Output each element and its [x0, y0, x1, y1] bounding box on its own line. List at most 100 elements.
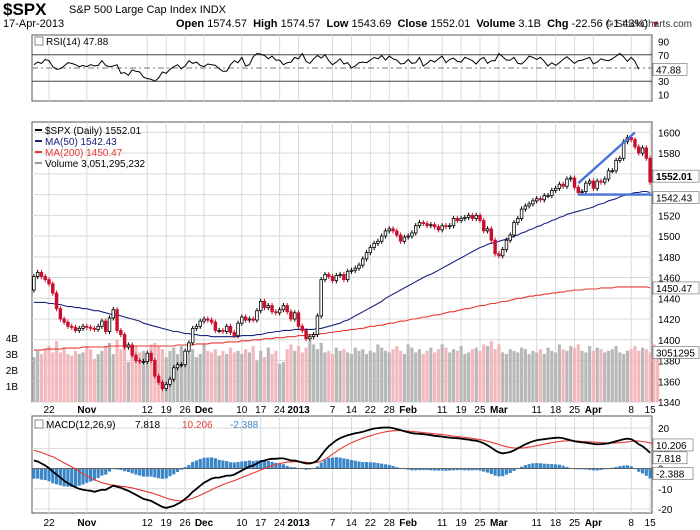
candle-body	[179, 364, 184, 367]
macd-histogram-bar	[334, 457, 338, 469]
macd-histogram-bar	[444, 468, 448, 471]
candle-body	[43, 276, 47, 281]
macd-histogram-bar	[640, 468, 645, 474]
candle-body	[311, 334, 316, 338]
macd-histogram-bar	[266, 461, 270, 469]
macd-signal-last-value: 10.206	[656, 441, 687, 452]
macd-legend-hist: -2.388	[230, 420, 259, 431]
quote-date: 17-Apr-2013	[3, 18, 65, 30]
volume-bar	[580, 350, 584, 402]
volume-bar	[470, 349, 475, 402]
macd-histogram-bar	[531, 463, 535, 469]
macd-histogram-bar	[380, 463, 384, 469]
candle-body	[640, 147, 645, 154]
macd-histogram-bar	[387, 464, 391, 469]
macd-histogram-bar	[73, 468, 78, 487]
macd-histogram-bar	[455, 468, 459, 471]
macd-histogram-bar	[595, 468, 599, 471]
volume-bar	[368, 350, 372, 402]
volume-bar	[160, 349, 165, 402]
x-tick-label: 11	[531, 405, 542, 416]
ma200-last-value-box	[652, 281, 700, 295]
macd-histogram-bar	[145, 468, 149, 477]
macd-histogram-bar	[149, 468, 153, 477]
x-tick-label: 12	[142, 405, 154, 416]
volume-bar	[232, 352, 236, 402]
volume-bar	[482, 344, 486, 402]
candle-body	[334, 275, 339, 282]
macd-histogram-bar	[395, 467, 399, 469]
candle-body	[160, 381, 165, 389]
macd-histogram-bar	[191, 461, 195, 469]
macd-histogram-bar	[523, 465, 527, 469]
volume-tick-label: 4B	[6, 334, 19, 345]
candle-body	[175, 364, 180, 369]
x-tick-label: 8	[628, 405, 634, 416]
volume-bar	[194, 357, 199, 402]
candle-body	[398, 234, 403, 242]
candle-body	[149, 352, 153, 361]
candle-body	[217, 330, 221, 332]
macd-histogram-bar	[123, 468, 127, 472]
macd-histogram-bar	[51, 468, 55, 484]
candle-body	[187, 342, 191, 352]
macd-histogram-bar	[629, 466, 633, 469]
volume-bar	[648, 352, 652, 402]
volume-bar	[595, 347, 599, 402]
volume-bar	[463, 354, 467, 402]
macd-histogram-bar	[519, 466, 524, 469]
volume-bar	[361, 349, 365, 402]
price-panel: 4B3B2B1B16001580156015401520150014801460…	[6, 121, 700, 409]
macd-histogram-bar	[383, 464, 388, 469]
x-tick-label: 25	[569, 518, 581, 529]
candle-body	[319, 279, 323, 317]
candle-body	[376, 240, 380, 244]
macd-histogram-bar	[126, 468, 130, 472]
volume-bar	[51, 352, 55, 402]
volume-bar	[138, 352, 142, 402]
x-tick-label: 7	[330, 518, 336, 529]
macd-histogram-bar	[262, 460, 267, 469]
candle-body	[274, 311, 278, 314]
ma50-last-value-box	[652, 191, 700, 204]
rsi-last-value-box	[652, 63, 688, 76]
x-tick-label: 22	[365, 518, 377, 529]
macd-histogram-bar	[323, 459, 327, 469]
macd-tick-label: -20	[658, 505, 673, 516]
candle-body	[644, 147, 649, 159]
candle-body	[603, 178, 607, 183]
volume-bar	[622, 354, 626, 402]
volume-bar	[89, 349, 93, 402]
macd-tick-label: -10	[658, 485, 673, 496]
volume-bar	[353, 347, 357, 402]
volume-bar	[244, 349, 248, 402]
candle-body	[440, 225, 444, 231]
volume-bar	[414, 352, 418, 402]
macd-histogram-bar	[304, 468, 308, 470]
macd-histogram-bar	[175, 468, 180, 472]
macd-histogram-bar	[353, 460, 357, 469]
volume-bar	[391, 349, 395, 402]
x-tick-label: 24	[274, 518, 286, 529]
quote-summary: Open 1574.57 High 1574.57 Low 1543.69 Cl…	[176, 18, 660, 30]
volume-bar	[402, 354, 406, 402]
candle-body	[77, 327, 81, 331]
volume-bar	[54, 341, 59, 402]
macd-histogram-bar	[550, 464, 554, 469]
candle-body	[228, 325, 233, 333]
macd-histogram-bar	[538, 463, 543, 469]
volume-bar	[637, 350, 641, 402]
macd-histogram-bar	[308, 468, 312, 470]
x-tick-label: 26	[180, 405, 192, 416]
macd-histogram-bar	[225, 461, 229, 469]
candle-body	[633, 139, 637, 148]
volume-bar	[610, 349, 614, 402]
volume-bar	[523, 349, 527, 402]
candle-body	[580, 191, 584, 193]
volume-bar	[107, 342, 112, 402]
x-tick-label: 19	[161, 518, 173, 529]
volume-bar	[444, 347, 448, 402]
candle-body	[504, 239, 509, 250]
volume-last-value: 3051295	[656, 348, 695, 359]
macd-histogram-bar	[62, 468, 66, 487]
